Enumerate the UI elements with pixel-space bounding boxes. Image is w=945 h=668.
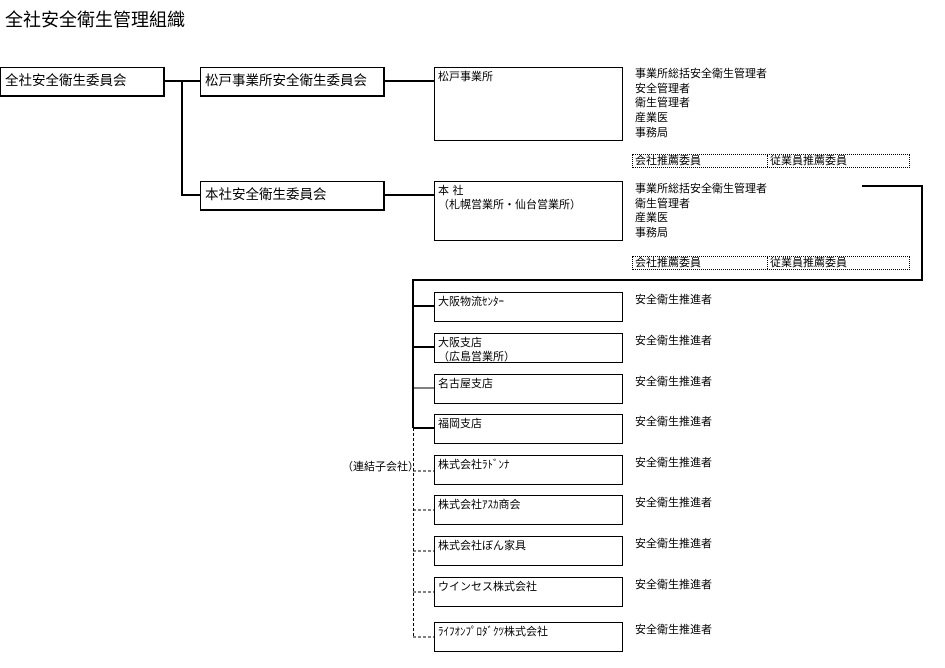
branch-role: 安全衛生推進者 <box>635 456 712 469</box>
branch-role: 安全衛生推進者 <box>635 623 712 636</box>
role: 安全管理者 <box>635 81 690 95</box>
site-connector <box>384 80 434 196</box>
role: 産業医 <box>635 111 668 125</box>
role: 事業所総括安全衛生管理者 <box>635 182 767 195</box>
branch-role: 安全衛生推進者 <box>635 415 712 428</box>
role: 衛生管理者 <box>635 196 690 210</box>
branch-role: 安全衛生推進者 <box>635 334 712 347</box>
member-type: 会社推薦委員 <box>635 256 701 269</box>
page-title: 全社安全衛生管理組織 <box>5 10 185 31</box>
matsudo-committee-box: 松戸事業所安全衛生委員会 <box>200 67 385 97</box>
honsha-roles: 事業所総括安全衛生管理者 衛生管理者 産業医 事務局 <box>635 182 767 241</box>
member-type: 従業員推薦委員 <box>767 155 847 167</box>
branch-box: 大阪物流ｾﾝﾀｰ <box>434 292 623 322</box>
subsidiary-connector <box>413 428 434 638</box>
subsidiary-label: （連結子会社） <box>342 460 419 473</box>
member-type: 従業員推薦委員 <box>767 257 847 269</box>
branch-box: 福岡支店 <box>434 414 623 444</box>
branch-role: 安全衛生推進者 <box>635 537 712 550</box>
branch-connector <box>413 305 434 429</box>
branch-box: 名古屋支店 <box>434 374 623 404</box>
branch-role: 安全衛生推進者 <box>635 578 712 591</box>
role: 産業医 <box>635 211 668 225</box>
honsha-members: 会社推薦委員 従業員推薦委員 <box>632 256 910 270</box>
branch-box: 株式会社ﾗﾄﾞﾝﾅ <box>434 455 623 485</box>
role: 事務局 <box>635 226 668 240</box>
member-type: 会社推薦委員 <box>635 154 701 167</box>
matsudo-site-box: 松戸事業所 <box>434 67 623 141</box>
branch-box: ﾗｲﾌｵﾝﾌﾟﾛﾀﾞｸﾂ株式会社 <box>434 622 623 652</box>
role: 衛生管理者 <box>635 96 690 110</box>
branch-box: ウインセス株式会社 <box>434 577 623 607</box>
branch-box: 大阪支店 （広島営業所） <box>434 333 623 363</box>
honsha-site-box: 本 社 （札幌営業所・仙台営業所） <box>434 181 623 241</box>
matsudo-roles: 事業所総括安全衛生管理者 安全管理者 衛生管理者 産業医 事務局 <box>635 67 767 141</box>
branch-box: 株式会社ぼん家具 <box>434 536 623 566</box>
branch-box: 株式会社ｱｽｶ商会 <box>434 495 623 525</box>
matsudo-members: 会社推薦委員 従業員推薦委員 <box>632 154 910 168</box>
branch-trunk <box>412 185 923 428</box>
honsha-committee-box: 本社安全衛生委員会 <box>200 181 385 211</box>
role: 事務局 <box>635 125 668 139</box>
branch-role: 安全衛生推進者 <box>635 375 712 388</box>
top-connector <box>164 80 200 196</box>
branch-role: 安全衛生推進者 <box>635 496 712 509</box>
role: 事業所総括安全衛生管理者 <box>635 67 767 80</box>
branch-role: 安全衛生推進者 <box>635 293 712 306</box>
top-committee-box: 全社安全衛生委員会 <box>0 67 165 97</box>
